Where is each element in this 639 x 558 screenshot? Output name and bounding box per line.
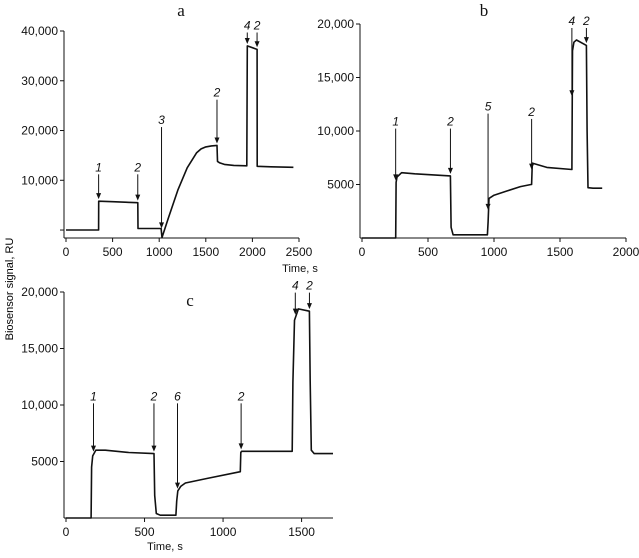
y-tick-label: 40,000 — [21, 24, 58, 38]
annotation-arrow: 2 — [582, 14, 590, 44]
x-tick-label: 1000 — [210, 525, 237, 539]
y-tick-label: 20,000 — [21, 285, 58, 299]
annotation-arrow: 2 — [446, 115, 454, 174]
y-tick-label: 10,000 — [317, 124, 354, 138]
annotation-arrow: 2 — [237, 389, 245, 450]
annotation-label: 1 — [90, 389, 97, 403]
signal-line — [66, 308, 333, 519]
annotation-label: 2 — [527, 105, 535, 119]
x-tick-label: 2000 — [239, 245, 266, 259]
y-axis-label: Biosensor signal, RU — [4, 237, 16, 341]
annotation-label: 4 — [292, 279, 299, 293]
x-tick-label: 1500 — [192, 245, 219, 259]
y-tick-label: 5000 — [327, 178, 354, 192]
annotation-arrow: 2 — [133, 160, 141, 201]
annotation-arrow: 1 — [95, 160, 102, 200]
annotation-label: 5 — [485, 100, 492, 114]
annotation-label: 4 — [244, 19, 251, 33]
annotation-arrow: 4 — [292, 279, 299, 315]
y-tick-label: 15,000 — [317, 71, 354, 85]
annotation-label: 2 — [305, 279, 313, 293]
x-tick-label: 0 — [63, 245, 70, 259]
x-tick-label: 2500 — [286, 245, 313, 259]
x-tick-label: 1500 — [547, 245, 574, 259]
x-tick-label: 1000 — [146, 245, 173, 259]
signal-line — [66, 45, 294, 239]
signal-line — [362, 39, 603, 239]
x-axis-label: Time, s — [147, 541, 183, 553]
x-axis-label: Time, s — [282, 263, 318, 275]
annotation-arrow: 1 — [392, 115, 399, 181]
panel-a: 0 500 1000 1500 2000 2500 40,000 30,000 20,000 10… — [21, 1, 318, 275]
panel-label: b — [480, 1, 489, 20]
annotation-arrow: 2 — [527, 105, 535, 170]
annotation-arrow: 2 — [253, 19, 261, 48]
x-tick-label: 1000 — [481, 245, 508, 259]
annotation-label: 1 — [392, 115, 399, 129]
annotation-label: 6 — [174, 389, 181, 403]
annotation-arrow: 4 — [244, 19, 251, 45]
panel-b: 0 500 1000 1500 2000 20,000 15,000 10,000 5000 b 1… — [317, 1, 639, 259]
x-tick-label: 500 — [135, 525, 155, 539]
annotation-arrow: 2 — [213, 86, 221, 144]
panel-label: a — [177, 1, 185, 20]
annotation-label: 4 — [569, 14, 576, 28]
y-tick-label: 10,000 — [21, 173, 58, 187]
annotation-arrow: 1 — [90, 389, 97, 452]
annotation-label: 2 — [237, 389, 245, 403]
x-tick-label: 0 — [63, 525, 70, 539]
annotation-arrow: 2 — [305, 279, 313, 310]
annotation-arrow: 3 — [158, 113, 165, 229]
annotation-arrow: 6 — [174, 389, 181, 489]
annotation-label: 2 — [582, 14, 590, 28]
panel-c: 0 500 1000 1500 20,000 15,000 10,000 5000 c Time,… — [21, 279, 333, 553]
y-tick-label: 20,000 — [317, 17, 354, 31]
x-tick-label: 1500 — [288, 525, 315, 539]
y-tick-label: 30,000 — [21, 74, 58, 88]
y-tick-label: 5000 — [31, 455, 58, 469]
x-tick-label: 500 — [418, 245, 438, 259]
y-tick-label: 20,000 — [21, 124, 58, 138]
y-tick-label: 10,000 — [21, 398, 58, 412]
annotation-arrow: 4 — [569, 14, 576, 97]
x-tick-label: 500 — [103, 245, 123, 259]
annotation-label: 2 — [150, 389, 158, 403]
annotation-label: 3 — [158, 113, 165, 127]
x-tick-label: 0 — [359, 245, 366, 259]
annotation-label: 2 — [133, 160, 141, 174]
annotation-label: 2 — [446, 115, 454, 129]
panel-label: c — [186, 291, 194, 310]
annotation-arrow: 5 — [485, 100, 492, 210]
annotation-arrow: 2 — [150, 389, 158, 452]
annotation-label: 1 — [95, 160, 102, 174]
annotation-label: 2 — [213, 86, 221, 100]
x-tick-label: 2000 — [613, 245, 639, 259]
annotation-label: 2 — [253, 19, 261, 33]
y-tick-label: 15,000 — [21, 342, 58, 356]
